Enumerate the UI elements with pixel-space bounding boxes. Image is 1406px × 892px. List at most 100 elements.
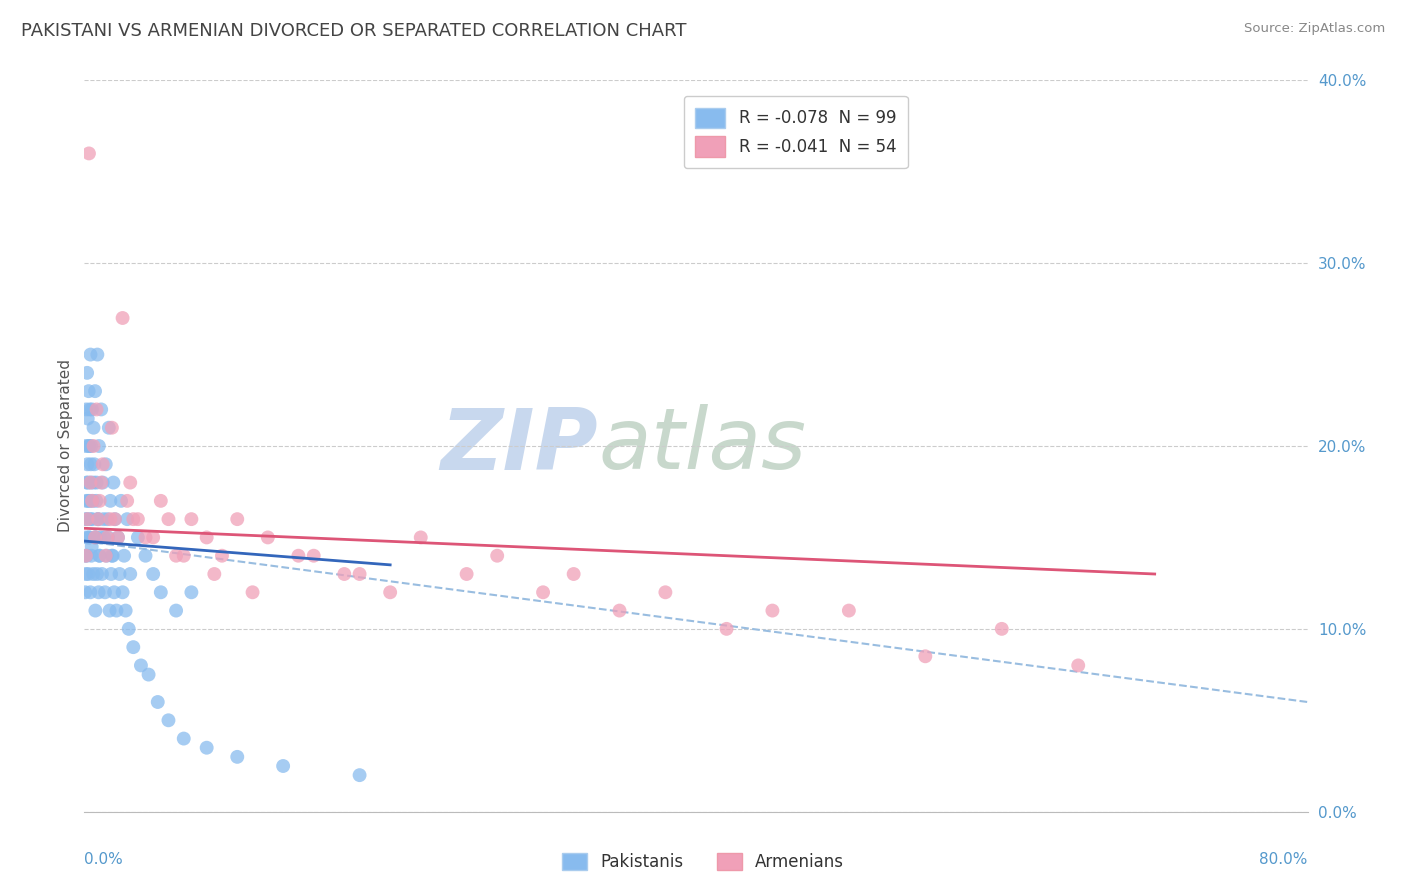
Point xyxy=(122,512,145,526)
Point xyxy=(83,439,105,453)
Point xyxy=(1067,658,1090,673)
Point xyxy=(138,667,160,681)
Point xyxy=(83,475,105,490)
Point xyxy=(91,567,114,582)
Point xyxy=(77,384,100,399)
Point xyxy=(226,749,249,764)
Text: PAKISTANI VS ARMENIAN DIVORCED OR SEPARATED CORRELATION CHART: PAKISTANI VS ARMENIAN DIVORCED OR SEPARA… xyxy=(21,22,686,40)
Point xyxy=(111,585,134,599)
Point xyxy=(104,512,127,526)
Point xyxy=(83,421,105,435)
Point xyxy=(112,549,135,563)
Point xyxy=(80,402,103,417)
Point xyxy=(173,549,195,563)
Point xyxy=(86,348,108,362)
Point xyxy=(87,439,110,453)
Point xyxy=(75,549,97,563)
Point xyxy=(195,530,218,544)
Point xyxy=(75,512,97,526)
Point xyxy=(135,549,157,563)
Point xyxy=(79,585,101,599)
Point xyxy=(103,475,125,490)
Point xyxy=(149,494,172,508)
Point xyxy=(91,458,114,472)
Point xyxy=(531,585,554,599)
Text: 80.0%: 80.0% xyxy=(1260,852,1308,867)
Point xyxy=(87,512,110,526)
Point xyxy=(114,603,136,617)
Point xyxy=(165,549,187,563)
Point xyxy=(79,530,101,544)
Point xyxy=(86,475,108,490)
Point xyxy=(79,494,101,508)
Point xyxy=(77,439,100,453)
Point xyxy=(75,567,97,582)
Point xyxy=(84,530,107,544)
Point xyxy=(79,512,101,526)
Point xyxy=(75,585,97,599)
Point xyxy=(80,494,103,508)
Point xyxy=(75,530,97,544)
Point xyxy=(79,348,101,362)
Legend: R = -0.078  N = 99, R = -0.041  N = 54: R = -0.078 N = 99, R = -0.041 N = 54 xyxy=(683,96,908,169)
Point xyxy=(349,768,371,782)
Point xyxy=(380,585,402,599)
Point xyxy=(93,512,115,526)
Point xyxy=(104,512,127,526)
Point xyxy=(456,567,478,582)
Point xyxy=(93,530,115,544)
Point xyxy=(257,530,280,544)
Point xyxy=(107,530,129,544)
Point xyxy=(75,439,97,453)
Point xyxy=(129,658,152,673)
Point xyxy=(349,567,371,582)
Point xyxy=(761,603,783,617)
Point xyxy=(82,567,104,582)
Point xyxy=(83,530,105,544)
Point xyxy=(97,530,120,544)
Point xyxy=(94,549,117,563)
Point xyxy=(80,475,103,490)
Point xyxy=(84,494,107,508)
Point xyxy=(76,411,98,425)
Point xyxy=(87,585,110,599)
Point xyxy=(96,549,118,563)
Point xyxy=(202,567,225,582)
Point xyxy=(409,530,432,544)
Point xyxy=(287,549,309,563)
Point xyxy=(89,530,111,544)
Point xyxy=(118,622,141,636)
Point xyxy=(914,649,936,664)
Point xyxy=(76,512,98,526)
Point xyxy=(75,549,97,563)
Point xyxy=(80,549,103,563)
Point xyxy=(173,731,195,746)
Point xyxy=(84,603,107,617)
Y-axis label: Divorced or Separated: Divorced or Separated xyxy=(58,359,73,533)
Point xyxy=(86,567,108,582)
Point xyxy=(76,458,98,472)
Point xyxy=(149,585,172,599)
Point xyxy=(80,439,103,453)
Point xyxy=(86,402,108,417)
Point xyxy=(127,530,149,544)
Point xyxy=(486,549,509,563)
Point xyxy=(157,512,180,526)
Point xyxy=(79,475,101,490)
Point xyxy=(75,494,97,508)
Point xyxy=(101,549,124,563)
Point xyxy=(90,402,112,417)
Legend: Pakistanis, Armenians: Pakistanis, Armenians xyxy=(554,845,852,880)
Point xyxy=(83,458,105,472)
Point xyxy=(716,622,738,636)
Point xyxy=(87,512,110,526)
Point xyxy=(115,494,138,508)
Point xyxy=(226,512,249,526)
Point xyxy=(80,540,103,554)
Point xyxy=(107,530,129,544)
Point xyxy=(97,421,120,435)
Point xyxy=(122,640,145,655)
Point xyxy=(211,549,233,563)
Text: 0.0%: 0.0% xyxy=(84,852,124,867)
Point xyxy=(115,512,138,526)
